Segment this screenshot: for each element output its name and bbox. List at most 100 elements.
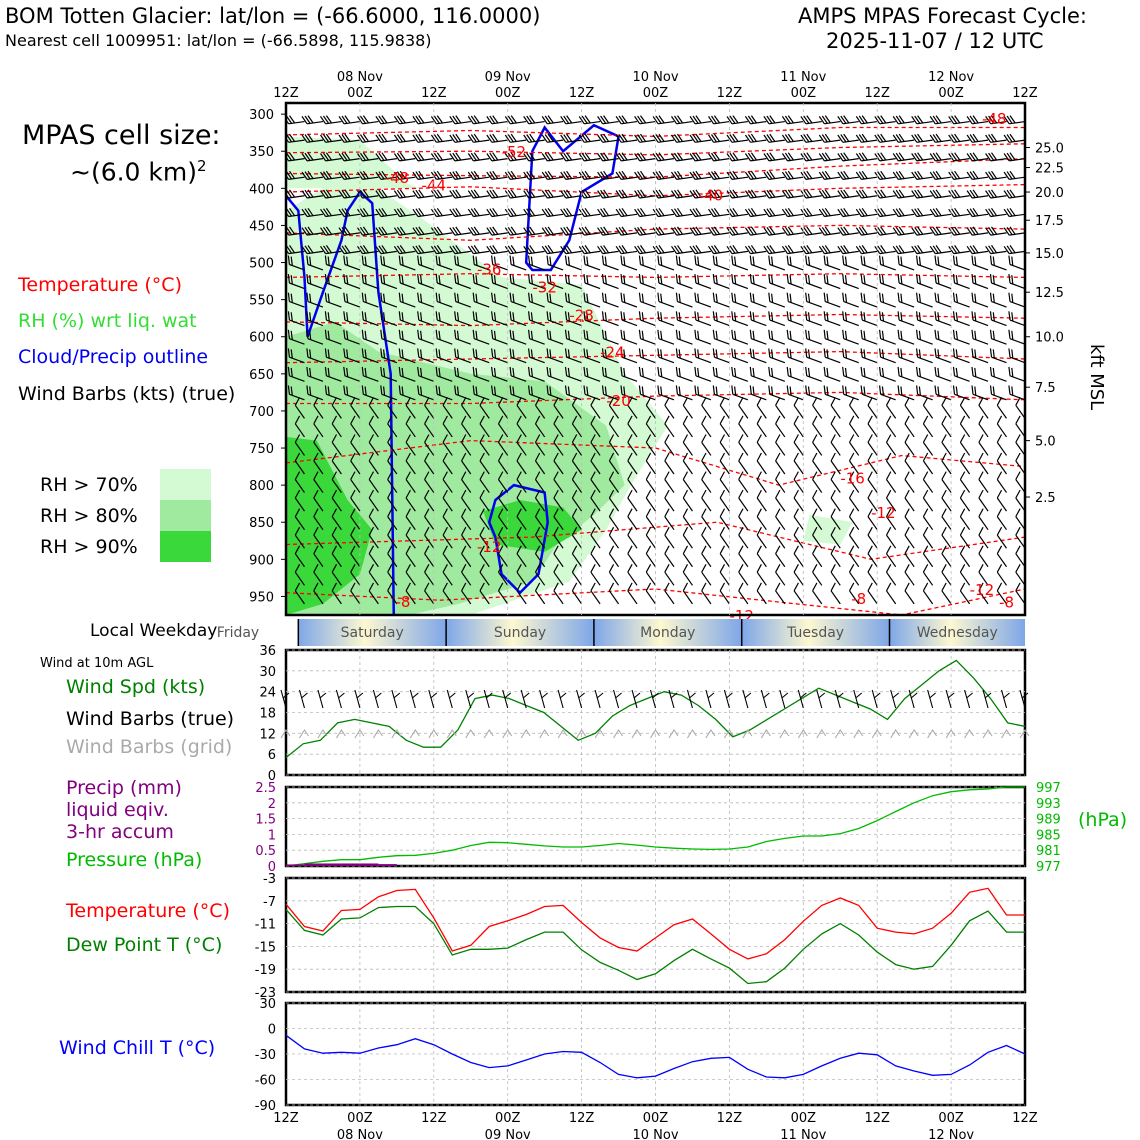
wind-barb-feather [452, 152, 459, 161]
wind-barb-feather [627, 582, 633, 592]
wind-barb-feather [712, 348, 715, 358]
wind-barb [682, 534, 693, 549]
wind-barb-feather [805, 385, 808, 395]
wind-barb-feather [590, 397, 596, 406]
pressure-tick-label: 950 [249, 590, 274, 605]
wind-barb-feather [701, 397, 707, 406]
wind-barb-feather [996, 526, 1003, 536]
wind-barb-feather [914, 152, 921, 161]
wind-barb [1015, 553, 1025, 568]
wind-barb-feather [401, 367, 404, 377]
wind-barb-feather [756, 564, 762, 573]
wind-barb-feather [301, 171, 308, 180]
wind-barb-feather [472, 292, 475, 302]
wind-barb [732, 301, 749, 308]
wind-barb [978, 460, 989, 475]
wind-barb-feather [418, 189, 425, 198]
wind-barb-feather [837, 134, 844, 143]
wind-barb-feather [341, 171, 348, 180]
wind-barb-feather [855, 190, 862, 199]
wind-barb [516, 571, 527, 586]
wind-barb-feather [732, 170, 739, 179]
grid-wind-barb [890, 728, 901, 739]
wind-barb-feather [343, 292, 346, 302]
wind-barb-feather [904, 397, 910, 406]
wind-barb-feather [734, 275, 737, 285]
wind-barb [553, 590, 564, 605]
wind-barb-feather [959, 434, 966, 443]
wind-barb-feather [541, 190, 548, 199]
wind-barb-feather [729, 115, 736, 124]
wind-barb-feather [560, 245, 567, 254]
wind-barb-feather [935, 207, 942, 217]
wind-barb-feather [660, 256, 663, 266]
wind-barb-feather [897, 366, 900, 376]
wind-barb [424, 442, 435, 456]
wind-barb-feather [917, 207, 924, 217]
surface-wind-barb-feather [430, 692, 438, 699]
wind-barb-feather [674, 134, 681, 143]
wind-barb-feather [301, 153, 308, 162]
wind-barb-feather [821, 189, 828, 198]
wind-barb-feather [711, 134, 717, 143]
wind-barb-feather [952, 366, 956, 376]
wind-barb-feather [534, 526, 541, 536]
temperature-isotherm [286, 439, 1025, 486]
wind-barb-feather [824, 152, 831, 161]
wind-barb-feather [526, 152, 533, 161]
wind-barb-feather [359, 134, 366, 143]
wind-barb [701, 534, 712, 549]
wind-barb-feather [497, 564, 504, 573]
wind-barb [350, 479, 361, 493]
wind-barb-feather [380, 274, 383, 284]
wind-barb-feather [566, 133, 573, 142]
wind-barb-feather [435, 366, 438, 376]
wind-barb-feather [911, 171, 918, 180]
wind-barb [350, 442, 361, 456]
wind-barb-feather [479, 471, 485, 480]
wind-barb-feather [860, 329, 863, 339]
wind-barb-feather [638, 311, 642, 321]
grid-wind-barb [539, 728, 550, 739]
wind-barb-feather [904, 564, 910, 573]
wind-barb-feather [711, 171, 717, 180]
wind-barb [978, 442, 989, 456]
wind-barb-feather [359, 208, 366, 217]
wind-barb-feather [771, 312, 774, 322]
wind-barb-feather [645, 397, 652, 406]
wind-barb [806, 319, 822, 327]
wind-barb-feather [657, 292, 660, 302]
wind-barb-feather [844, 330, 848, 340]
wind-barb-feather [674, 115, 681, 124]
surface-wind-barb [945, 689, 952, 709]
wind-barb-feather [991, 170, 998, 179]
wind-barb-feather [855, 208, 862, 217]
surface-wind-barb-feather [873, 692, 881, 699]
wind-barb [867, 534, 878, 549]
wind-barb-feather [584, 115, 591, 124]
wind-barb-feather [781, 171, 788, 180]
wind-barb-feather [885, 452, 892, 462]
wind-barb-feather [775, 434, 781, 443]
wind-barb [294, 571, 305, 586]
wind-barb-feather [571, 397, 578, 406]
wind-barb-feather [952, 292, 956, 302]
wind-barb-feather [824, 245, 831, 254]
wind-barb-feather [922, 415, 929, 425]
wind-barb-feather [775, 526, 781, 536]
wind-barb-feather [456, 349, 460, 359]
wind-barb [286, 362, 287, 363]
wind-barb-feather [424, 471, 430, 480]
wind-barb-feather [571, 582, 578, 592]
wind-barb-feather [786, 366, 789, 376]
kft-tick-label: 5.0 [1035, 435, 1056, 450]
wind-barb-feather [787, 207, 794, 217]
wind-barb-feather [436, 226, 443, 235]
wind-barb-feather [523, 245, 530, 254]
wind-barb-feather [806, 152, 813, 161]
wind-barb-feather [858, 115, 865, 124]
wind-barb-feather [424, 489, 430, 499]
wind-barb-feather [512, 330, 515, 340]
wind-barb-feather [842, 385, 845, 395]
wind-barb-feather [988, 134, 995, 143]
